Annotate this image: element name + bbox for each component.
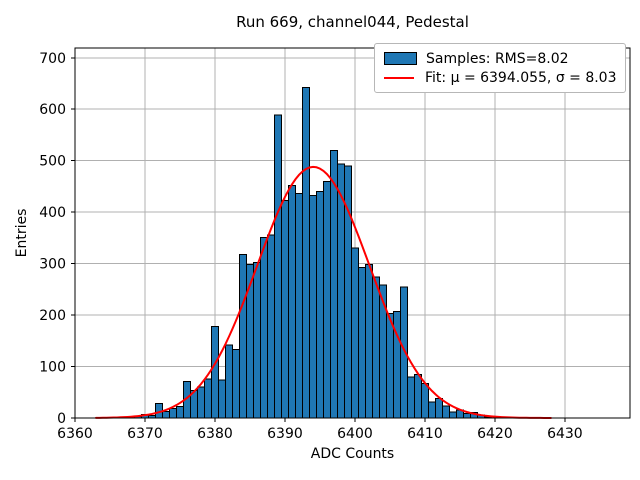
histogram-bar xyxy=(252,262,261,419)
legend-entry-fit: Fit: μ = 6394.055, σ = 8.03 xyxy=(384,68,617,87)
x-tick-label: 6430 xyxy=(547,426,583,442)
y-tick-label: 700 xyxy=(39,51,66,67)
histogram-bar xyxy=(448,411,457,419)
x-tick-label: 6390 xyxy=(267,426,303,442)
histogram-bar xyxy=(217,379,226,419)
x-tick-label: 6360 xyxy=(57,426,93,442)
legend-label-fit: Fit: μ = 6394.055, σ = 8.03 xyxy=(425,69,617,86)
histogram-bar xyxy=(224,344,233,419)
histogram-bar xyxy=(441,405,450,419)
y-tick-label: 400 xyxy=(39,205,66,221)
histogram-bar xyxy=(371,276,380,419)
histogram-bar xyxy=(168,408,177,419)
histogram-bar xyxy=(322,180,331,419)
histogram-bar xyxy=(413,373,422,419)
legend-entry-samples: Samples: RMS=8.02 xyxy=(384,49,616,68)
histogram-bar xyxy=(161,410,170,419)
histogram-bar xyxy=(427,401,436,419)
histogram-bar xyxy=(287,184,296,419)
chart-title: Run 669, channel044, Pedestal xyxy=(236,13,469,31)
fit-curve xyxy=(95,165,552,419)
histogram-bar xyxy=(175,406,184,419)
histogram-bar xyxy=(364,264,373,419)
histogram-bar xyxy=(210,325,219,419)
y-tick-label: 500 xyxy=(39,154,66,170)
histogram-bar xyxy=(357,267,366,419)
legend-label-samples: Samples: RMS=8.02 xyxy=(426,50,569,67)
y-axis-label: Entries xyxy=(14,208,30,258)
x-tick-label: 6420 xyxy=(477,426,513,442)
histogram-bar xyxy=(280,199,289,419)
histogram-bar xyxy=(350,247,359,419)
x-tick-label: 6410 xyxy=(407,426,443,442)
y-tick-label: 0 xyxy=(57,411,66,427)
plot-border xyxy=(74,47,631,419)
legend: Samples: RMS=8.02 Fit: μ = 6394.055, σ =… xyxy=(374,43,626,93)
x-tick-label: 6370 xyxy=(127,426,163,442)
x-axis-label: ADC Counts xyxy=(310,446,395,462)
x-tick-label: 6400 xyxy=(337,426,373,442)
histogram-bar xyxy=(259,236,268,419)
histogram-bar xyxy=(238,253,247,419)
histogram-bar xyxy=(462,412,471,419)
y-tick-label: 600 xyxy=(39,102,66,118)
histogram-bar xyxy=(301,87,310,419)
histogram-bar xyxy=(294,193,303,419)
y-tick-label: 200 xyxy=(39,308,66,324)
histogram-bar xyxy=(315,191,324,419)
y-tick-label: 100 xyxy=(39,360,66,376)
histogram-bar xyxy=(406,376,415,419)
y-tick-label: 300 xyxy=(39,257,66,273)
histogram-bar xyxy=(385,313,394,419)
histogram-bar xyxy=(308,195,317,419)
samples-patch-icon xyxy=(384,52,417,65)
histogram-bar xyxy=(434,397,443,419)
histogram-bar xyxy=(266,234,275,419)
histogram-bar xyxy=(329,149,338,419)
histogram-bar xyxy=(273,114,282,419)
histogram-bar xyxy=(231,349,240,419)
x-tick-label: 6380 xyxy=(197,426,233,442)
fit-line-icon xyxy=(384,76,414,79)
histogram-bar xyxy=(203,378,212,419)
histogram-bar xyxy=(420,383,429,419)
histogram-bar xyxy=(196,386,205,419)
